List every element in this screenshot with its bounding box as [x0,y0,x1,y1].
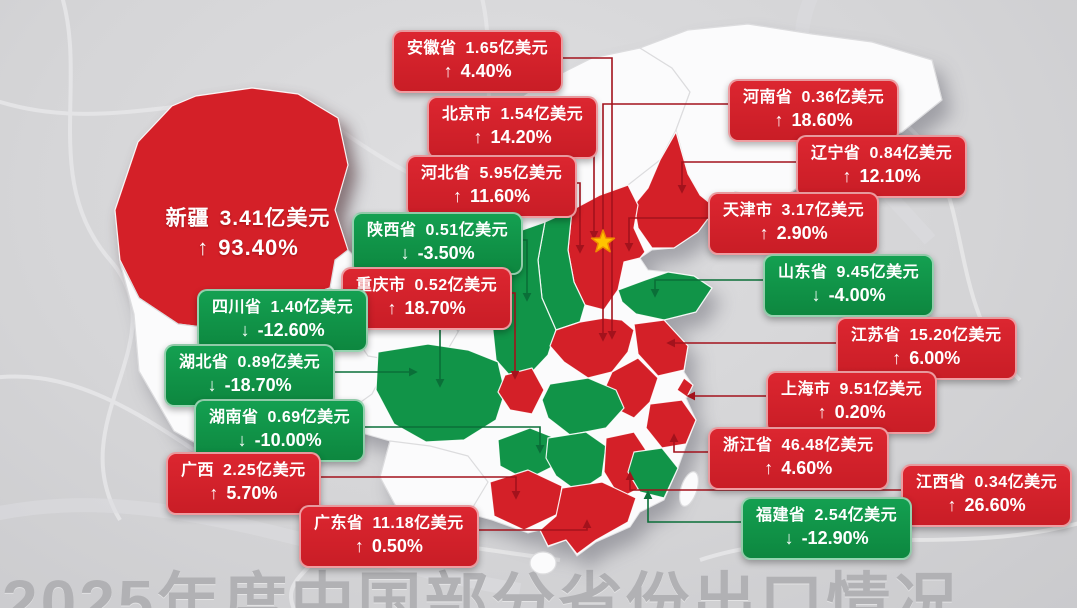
province-zhejiang [645,399,697,449]
connector-line-fujian [643,490,741,523]
province-sichuan [375,343,506,443]
province-guangdong [539,481,637,555]
connector-line-shandong [650,279,763,298]
page-title: 2025年度中国部分省份出口情况 [2,567,961,608]
beijing-star-icon [590,229,616,253]
province-taiwan [678,471,700,507]
connector-line-guangxi [290,476,521,500]
connector-line-guangdong [441,519,592,531]
connector-line-tianjin [624,217,708,252]
province-chongqing [497,367,545,415]
province-hainan [529,551,557,575]
connector-line-zhejiang [669,433,708,453]
connector-line-liaoning [677,161,796,194]
connector-line-hunan [336,426,545,454]
connector-line-jiangxi [625,471,901,491]
province-shandong [617,271,713,321]
province-hubei [541,377,625,436]
province-liaoning [633,131,717,249]
province-jiangsu [633,319,689,377]
connector-line-henan [598,103,728,342]
